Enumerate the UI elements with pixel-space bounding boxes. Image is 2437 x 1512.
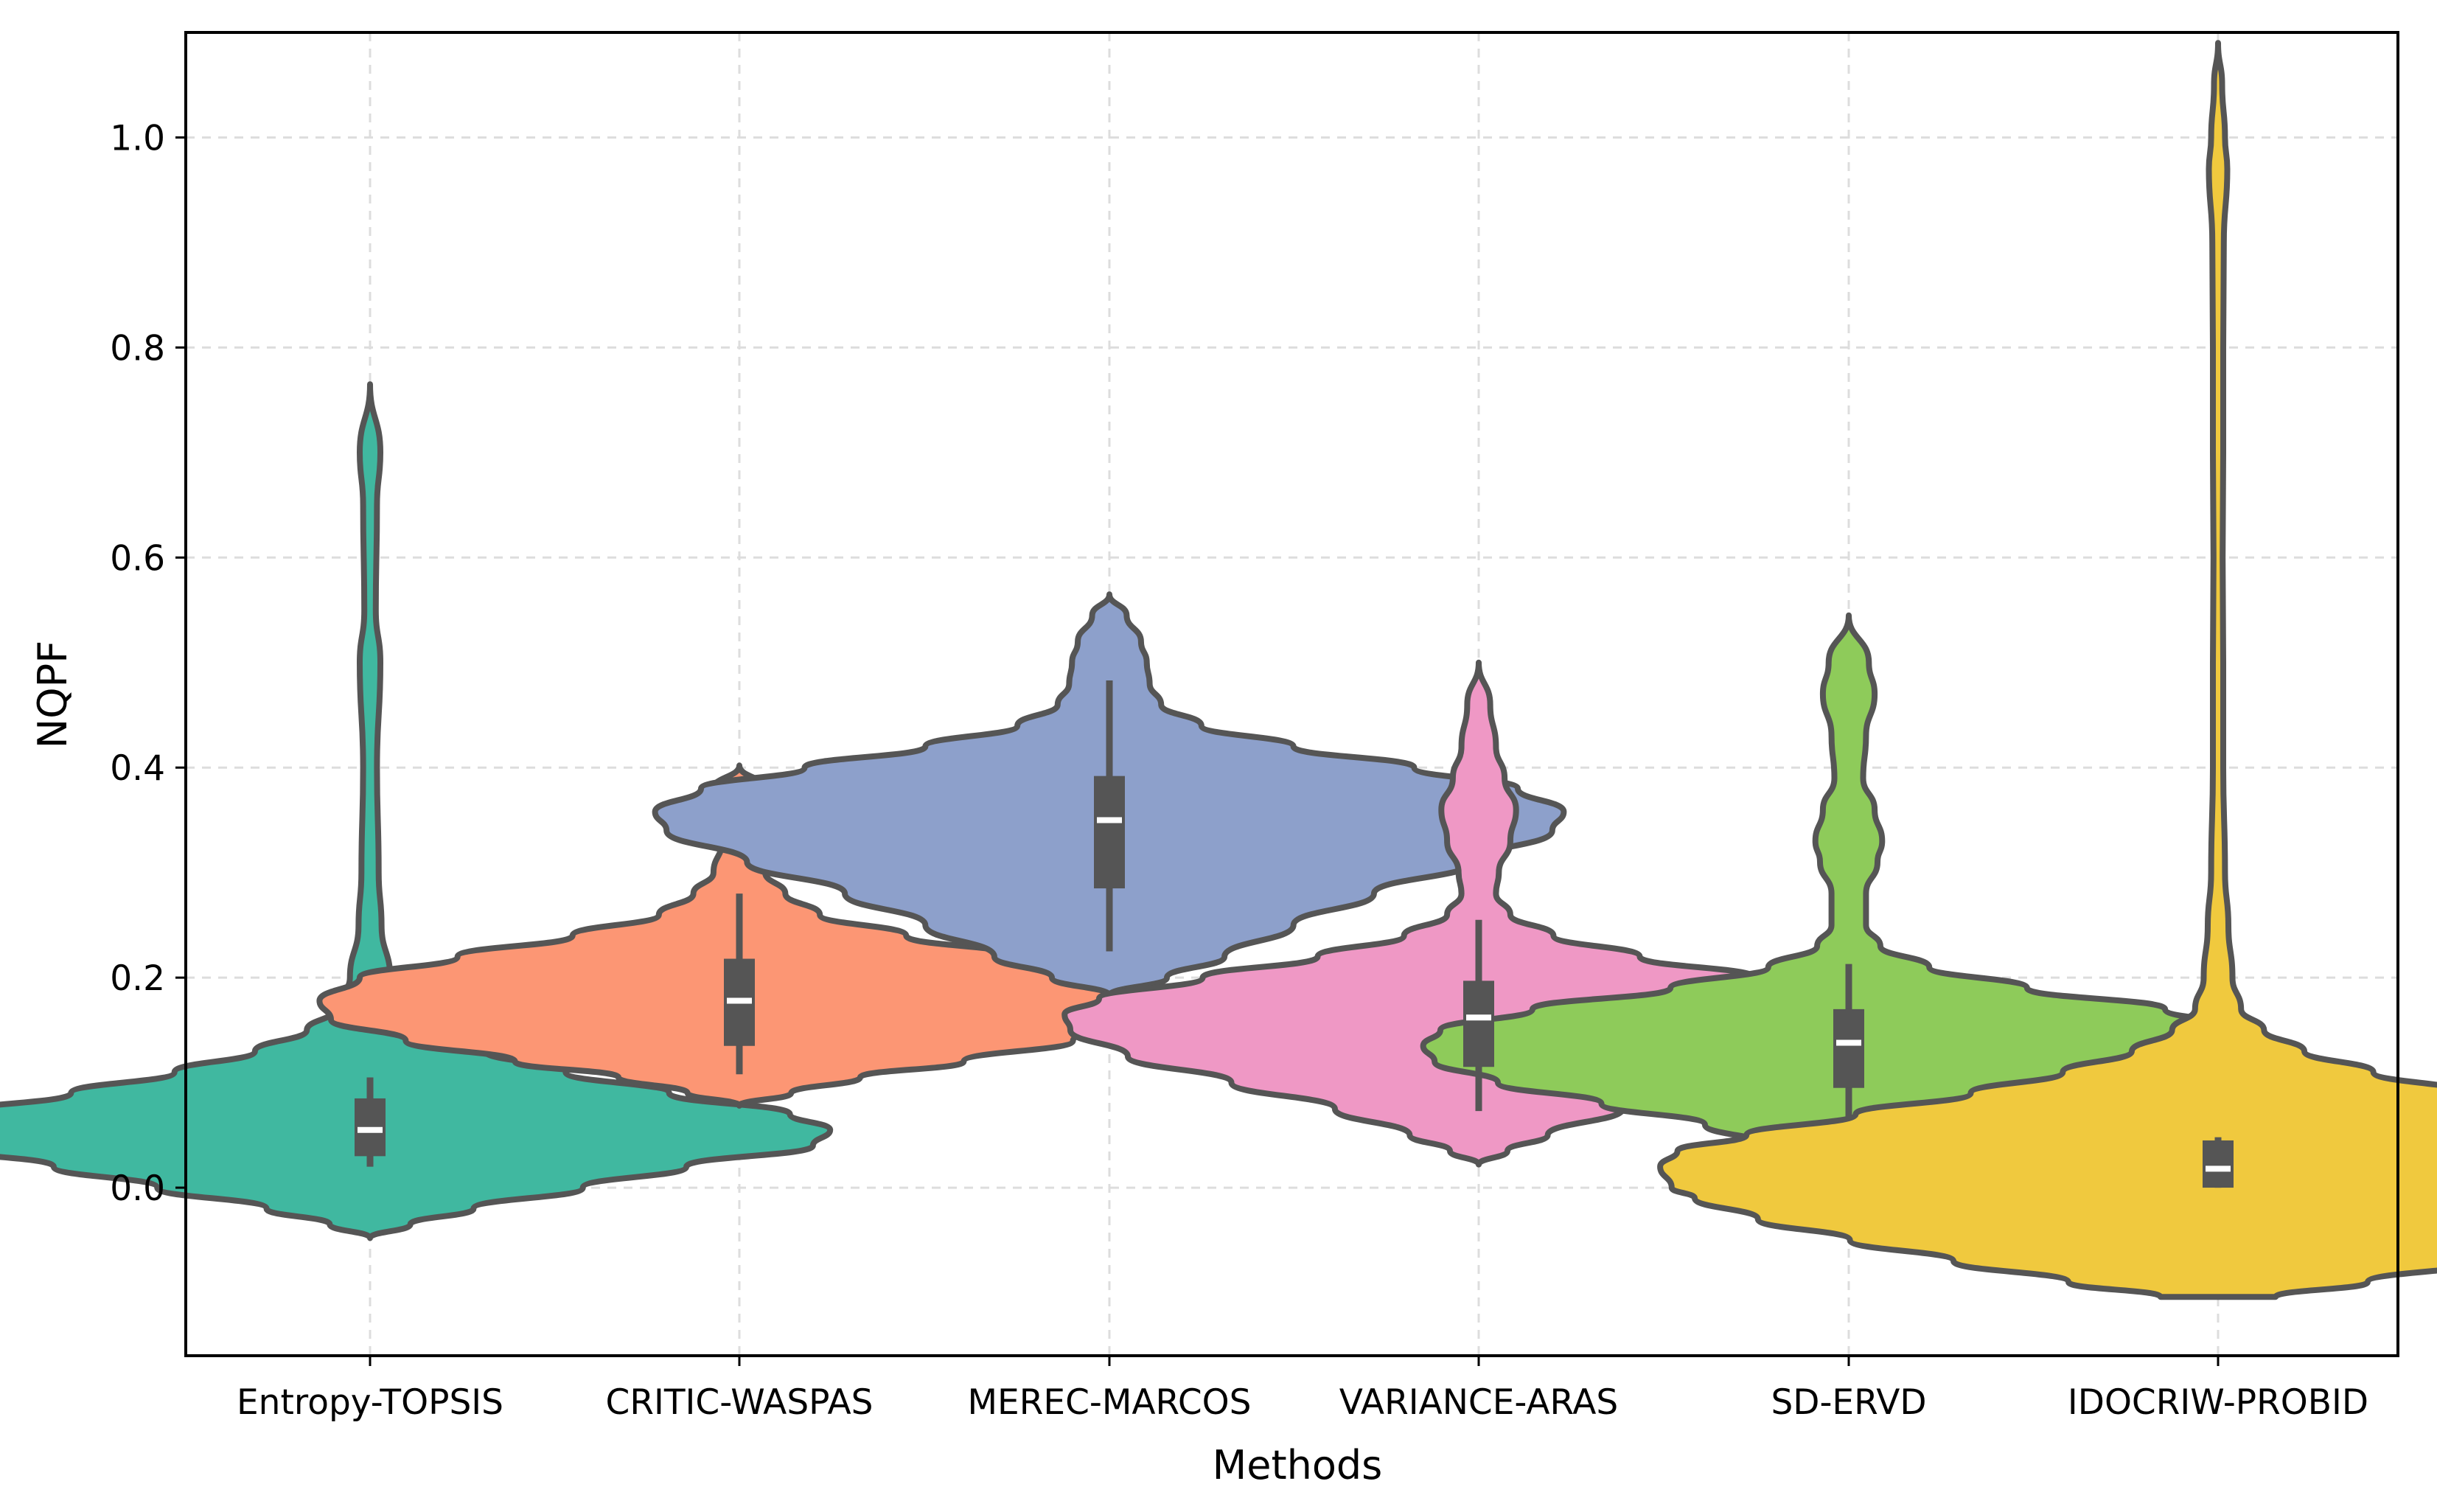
y-tick-label: 0.8 (110, 328, 165, 369)
iqr-box (2203, 1140, 2234, 1188)
violin-body (0, 381, 834, 1241)
x-tick-label: MEREC-MARCOS (967, 1382, 1251, 1423)
iqr-box (1094, 776, 1125, 889)
y-tick-label: 1.0 (110, 118, 165, 158)
y-tick-label: 0.6 (110, 538, 165, 579)
plot-frame (184, 31, 2399, 1357)
x-tick-label: Entropy-TOPSIS (237, 1382, 503, 1423)
violin-layer (0, 40, 2437, 1300)
y-tick-label: 0.0 (110, 1168, 165, 1209)
x-tick-label: VARIANCE-ARAS (1339, 1382, 1618, 1423)
y-tick-label: 0.4 (110, 748, 165, 789)
iqr-box (1833, 1008, 1864, 1088)
x-tick-label: CRITIC-WASPAS (606, 1382, 874, 1423)
x-tick-label: IDOCRIW-PROBID (2068, 1382, 2368, 1423)
box-layer (355, 680, 2234, 1188)
iqr-box (1463, 980, 1494, 1067)
x-tick-label: SD-ERVD (1771, 1382, 1926, 1423)
y-tick-label: 0.2 (110, 958, 165, 999)
y-axis-title: NQPF (29, 641, 76, 749)
tick-layer: 0.0 0.2 0.4 0.6 0.8 1.0 Entropy-TOPSIS CRITIC-W… (110, 118, 2368, 1423)
violin-body (1657, 40, 2437, 1300)
x-axis-title: Methods (1213, 1442, 1383, 1488)
